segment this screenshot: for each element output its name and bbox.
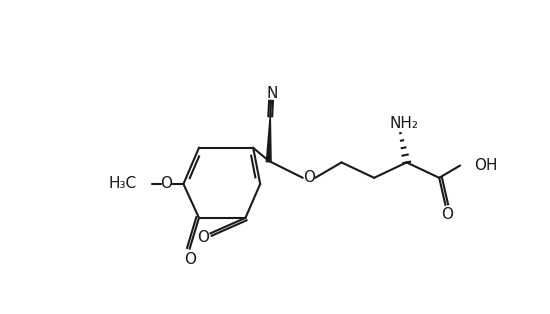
Text: O: O <box>184 252 196 267</box>
Text: NH₂: NH₂ <box>390 116 419 131</box>
Text: N: N <box>267 86 278 101</box>
Text: O: O <box>441 207 453 221</box>
Polygon shape <box>266 116 272 162</box>
Text: O: O <box>303 170 315 185</box>
Text: O: O <box>161 176 172 192</box>
Text: O: O <box>197 230 209 245</box>
Text: H₃C: H₃C <box>108 176 136 192</box>
Text: OH: OH <box>474 158 498 173</box>
